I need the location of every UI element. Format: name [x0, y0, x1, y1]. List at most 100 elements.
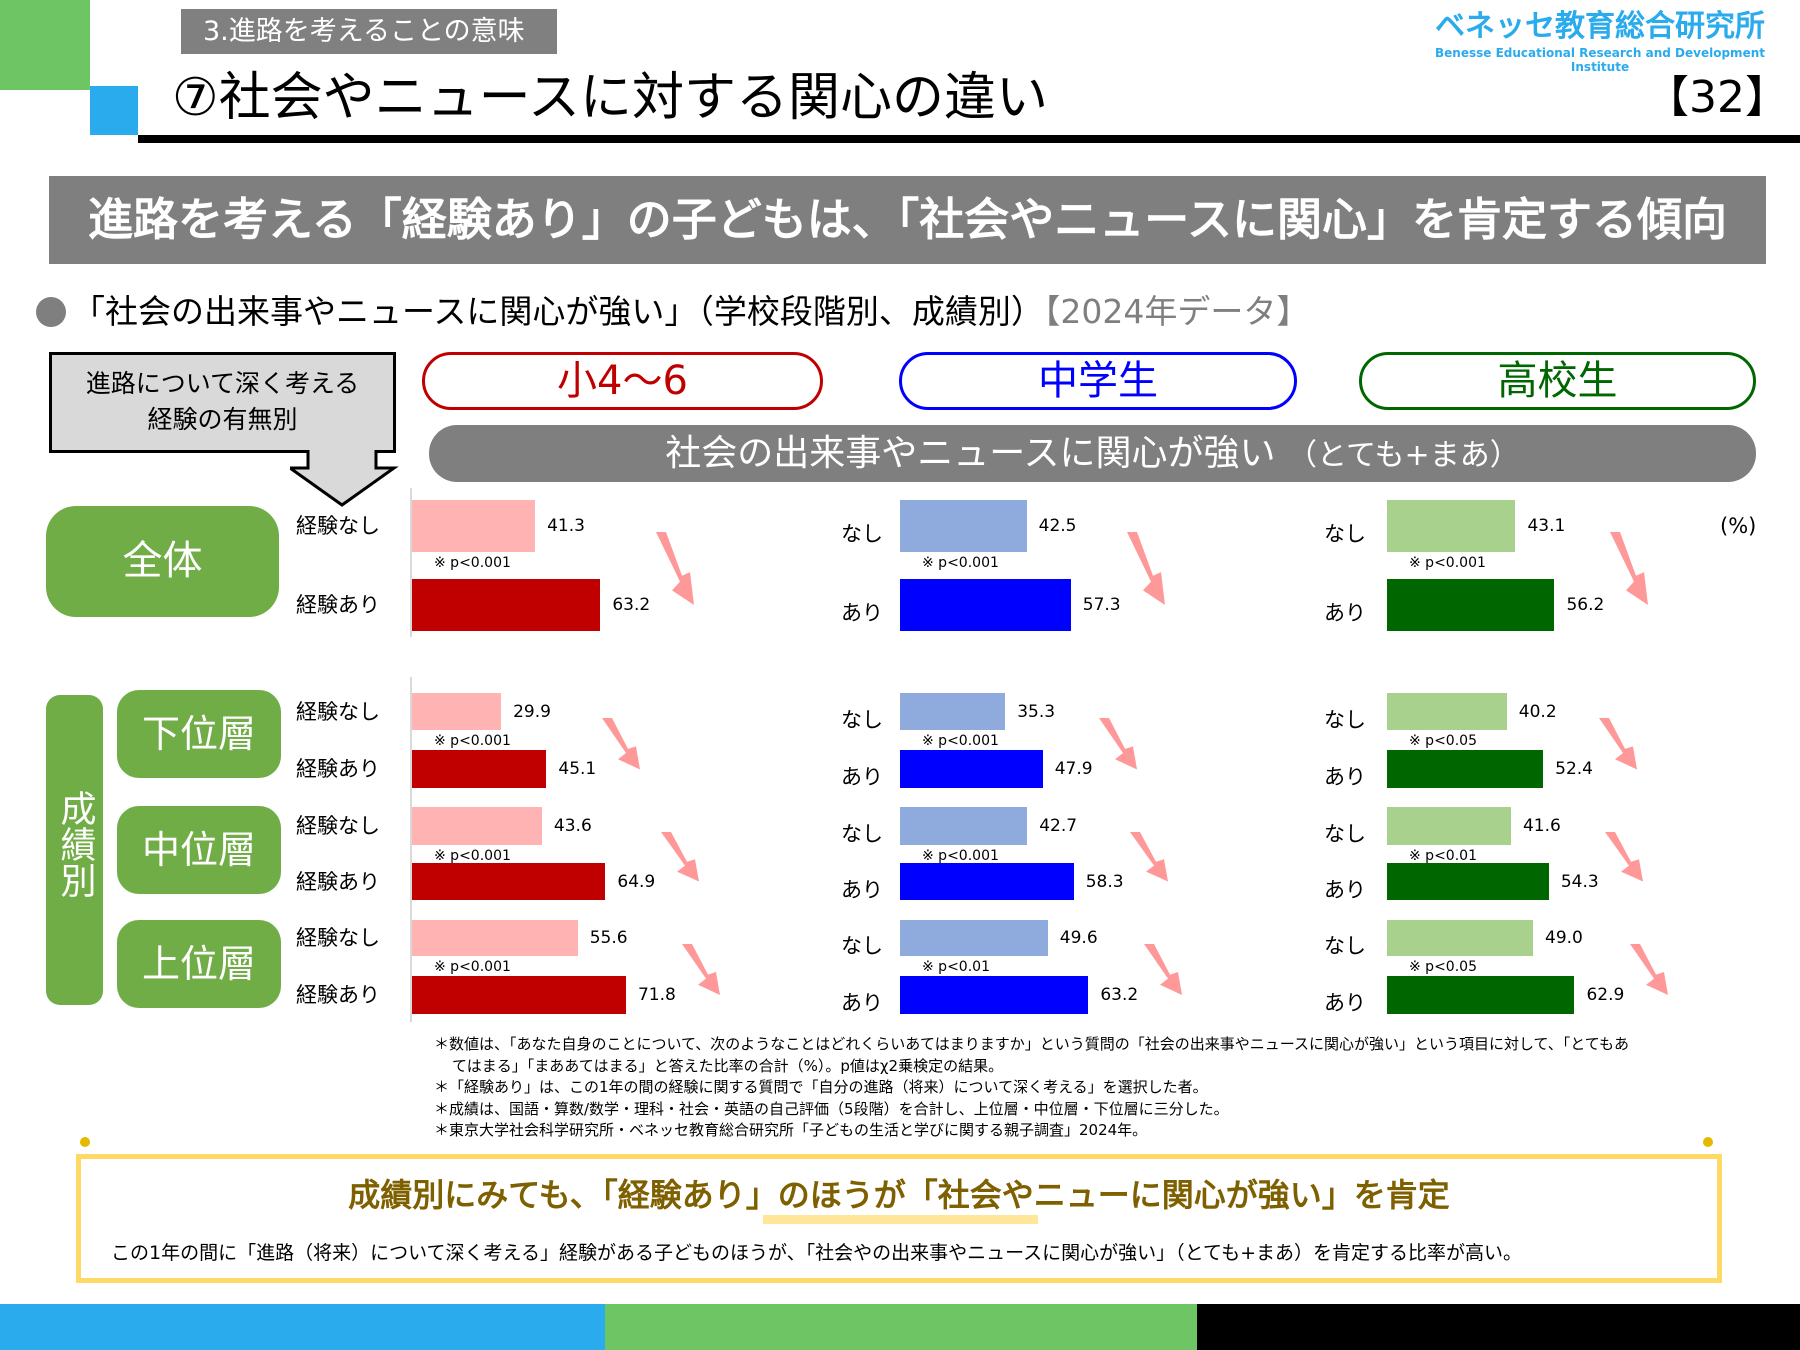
- summary-title: 成績別にみても、「経験あり」のほうが「社会やニューに関心が強い」を肯定: [348, 1176, 1450, 1214]
- bar-experience: [1387, 579, 1555, 631]
- value-label: 43.6: [553, 816, 592, 836]
- footer-stripe-blue: [0, 1304, 605, 1350]
- value-label: 57.3: [1082, 595, 1121, 615]
- bar-no-experience: [900, 500, 1027, 552]
- section-label: 3.進路を考えることの意味: [181, 9, 557, 54]
- trend-arrow-icon: [1144, 944, 1183, 995]
- trend-arrow-icon: [1126, 532, 1165, 605]
- row-label: あり: [841, 601, 883, 625]
- row-label: あり: [1324, 765, 1366, 789]
- bar-experience: [1387, 750, 1544, 788]
- down-arrow-icon: [290, 450, 399, 507]
- trend-arrow-icon: [661, 832, 700, 882]
- note: ＊成績は、国語・算数/数学・理科・社会・英語の自己評価（5段階）を合計し、上位層…: [434, 1099, 1229, 1118]
- value-label: 43.1: [1527, 516, 1566, 536]
- bar-no-experience: [1387, 500, 1516, 552]
- trend-arrow-icon: [1599, 717, 1638, 769]
- value-label: 54.3: [1560, 871, 1599, 892]
- bullet-icon: [36, 297, 66, 327]
- bar-experience: [412, 750, 547, 788]
- value-label: 42.5: [1038, 516, 1077, 536]
- row-label: 経験なし: [296, 926, 380, 950]
- row-label: 経験あり: [296, 593, 380, 617]
- bar-no-experience: [412, 500, 536, 552]
- group-label-overall: 全体: [46, 506, 279, 617]
- value-label: 41.3: [547, 516, 585, 536]
- row-label: あり: [841, 991, 883, 1015]
- row-label: 経験なし: [296, 814, 380, 838]
- page-number: 【32】: [1645, 72, 1789, 123]
- bar-experience: [900, 863, 1074, 900]
- bar-no-experience: [900, 920, 1048, 956]
- p-value-label: ※ p<0.001: [434, 959, 511, 975]
- bar-experience: [412, 863, 606, 900]
- value-label: 62.9: [1586, 985, 1625, 1005]
- row-label: なし: [1324, 707, 1366, 732]
- row-label: 経験なし: [296, 699, 380, 724]
- value-label: 35.3: [1017, 701, 1056, 722]
- value-label: 49.6: [1059, 928, 1098, 948]
- p-value-label: ※ p<0.001: [922, 733, 999, 749]
- note: ＊数値は、「あなた自身のことについて、次のようなことはどれくらいあてはまりますか…: [434, 1035, 1630, 1053]
- value-label: 55.6: [589, 928, 628, 948]
- bar-experience: [412, 976, 626, 1014]
- headline-banner: 進路を考える「経験あり」の子どもは、「社会やニュースに関心」を肯定する傾向: [49, 176, 1766, 264]
- p-value-label: ※ p<0.001: [922, 555, 999, 571]
- chart-title: 社会の出来事やニュースに関心が強い （とても+まあ）: [429, 425, 1756, 482]
- pin-icon: [1703, 1137, 1713, 1147]
- header-high-school: 高校生: [1359, 352, 1756, 410]
- decor-green-square: [0, 0, 90, 90]
- row-label: なし: [841, 934, 883, 958]
- trend-arrow-icon: [1630, 944, 1669, 995]
- title-rule: [138, 135, 1800, 143]
- trend-arrow-icon: [681, 944, 720, 995]
- value-label: 64.9: [617, 871, 656, 892]
- trend-arrow-icon: [1098, 717, 1137, 769]
- row-label: なし: [841, 522, 883, 546]
- bar-no-experience: [900, 693, 1006, 730]
- value-label: 49.0: [1545, 928, 1583, 948]
- bar-no-experience: [1387, 807, 1511, 845]
- subtitle-year: 【2024年データ】: [1043, 292, 1310, 331]
- logo-jp: ベネッセ教育総合研究所: [1435, 9, 1765, 44]
- grade-label-text: 成績別: [54, 790, 96, 898]
- pin-icon: [80, 1137, 90, 1147]
- axis-line: [410, 677, 412, 1022]
- bar-no-experience: [412, 920, 578, 956]
- footnotes: ＊数値は、「あなた自身のことについて、次のようなことはどれくらいあてはまりますか…: [434, 1034, 1684, 1142]
- note: てはまる」「まああてはまる」と答えた比率の合計（%）。p値はχ2乗検定の結果。: [452, 1056, 1004, 1075]
- bar-experience: [900, 750, 1043, 788]
- p-value-label: ※ p<0.05: [1409, 959, 1477, 975]
- row-label: なし: [841, 707, 883, 732]
- row-label: あり: [1324, 601, 1366, 625]
- logo-en: Benesse Educational Research and Develop…: [1435, 46, 1765, 74]
- chart-title-suffix: （とても+まあ）: [1286, 438, 1520, 473]
- row-label: あり: [841, 877, 883, 902]
- trend-arrow-icon: [1129, 832, 1168, 882]
- bar-no-experience: [1387, 693, 1507, 730]
- row-label: なし: [841, 822, 883, 846]
- bar-experience: [1387, 863, 1549, 900]
- row-label: 経験あり: [296, 869, 380, 894]
- callout-box: 進路について深く考える 経験の有無別: [49, 352, 396, 453]
- header-elementary: 小4～6: [422, 352, 823, 410]
- chart-subtitle: 「社会の出来事やニュースに関心が強い」（学校段階別、成績別）【2024年データ】: [36, 290, 1309, 334]
- trend-arrow-icon: [1610, 532, 1649, 605]
- page-title: ⑦社会やニュースに対する関心の違い: [172, 68, 1049, 128]
- row-label: 経験あり: [296, 983, 380, 1007]
- footer-stripe-green: [605, 1304, 1197, 1350]
- value-label: 58.3: [1085, 871, 1124, 892]
- p-value-label: ※ p<0.001: [922, 848, 999, 864]
- row-label: あり: [1324, 877, 1366, 902]
- subtitle-text: 「社会の出来事やニュースに関心が強い」（学校段階別、成績別）: [72, 292, 1044, 331]
- bar-no-experience: [1387, 920, 1534, 956]
- row-label: なし: [1324, 822, 1366, 846]
- group-label-grade: 成績別: [46, 695, 103, 1005]
- callout-line2: 経験の有無別: [147, 405, 298, 434]
- group-label-low: 下位層: [117, 690, 281, 778]
- p-value-label: ※ p<0.001: [434, 733, 511, 749]
- summary-body: この1年の間に「進路（将来）について深く考える」経験がある子どものほうが、「社会…: [111, 1242, 1523, 1264]
- bar-experience: [1387, 976, 1575, 1014]
- unit-label: (%): [1720, 514, 1757, 538]
- trend-arrow-icon: [1604, 832, 1643, 882]
